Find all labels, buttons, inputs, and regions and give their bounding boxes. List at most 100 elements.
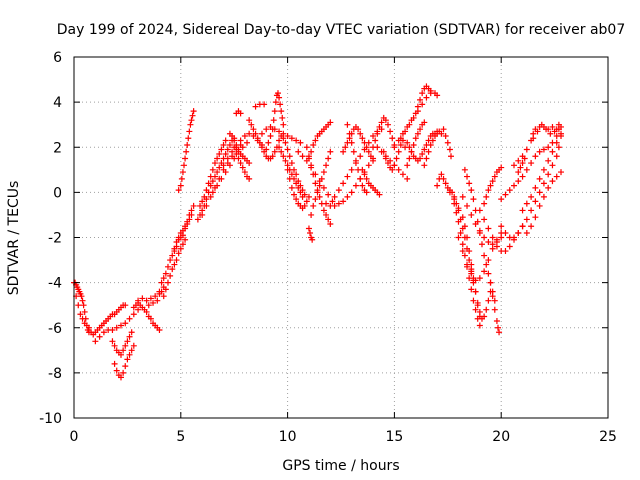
data-point [536,175,543,182]
data-point [365,162,372,169]
data-point [312,171,319,178]
data-point [128,329,135,336]
data-point [553,139,560,146]
data-point [308,164,315,171]
data-point [558,132,565,139]
data-point [305,193,312,200]
data-point [109,338,116,345]
data-point [545,144,552,151]
data-point [466,257,473,264]
data-point [147,315,154,322]
data-point [130,342,137,349]
data-point [423,94,430,101]
data-point [246,130,253,137]
data-point [515,229,522,236]
data-point [365,148,372,155]
data-point [271,126,278,133]
data-point [523,200,530,207]
data-point [156,288,163,295]
data-point [218,175,225,182]
data-point [384,160,391,167]
data-point [209,166,216,173]
data-point [261,101,268,108]
data-point [461,252,468,259]
data-point [361,171,368,178]
data-point [288,160,295,167]
data-point [120,347,127,354]
y-tick-label: -8 [48,366,62,382]
data-point [434,182,441,189]
data-point [303,144,310,151]
data-point [111,342,118,349]
data-point [158,279,165,286]
data-point [293,171,300,178]
data-point [312,180,319,187]
data-point [515,178,522,185]
data-point [325,191,332,198]
data-point [468,187,475,194]
data-point [391,144,398,151]
data-point [404,139,411,146]
data-point [410,141,417,148]
data-point [182,236,189,243]
data-point [532,153,539,160]
data-point [79,315,86,322]
data-point [178,175,185,182]
data-point [248,121,255,128]
data-point [419,90,426,97]
data-point [318,175,325,182]
data-point [348,166,355,173]
data-point [128,347,135,354]
data-point [357,153,364,160]
data-point [226,162,233,169]
data-point [502,229,509,236]
data-point [342,144,349,151]
data-point [485,270,492,277]
data-point [267,123,274,130]
data-point [122,302,129,309]
data-point [506,187,513,194]
data-point [277,101,284,108]
data-point [154,297,161,304]
data-point [229,148,236,155]
data-point [498,223,505,230]
data-point [96,333,103,340]
data-point [250,126,257,133]
data-point [167,272,174,279]
data-point [145,302,152,309]
data-point [359,166,366,173]
data-point [406,121,413,128]
data-point [222,151,229,158]
data-point [199,198,206,205]
data-point [199,211,206,218]
data-point [481,313,488,320]
data-point [540,193,547,200]
data-point [446,146,453,153]
data-point [549,123,556,130]
data-point [489,293,496,300]
data-point [414,108,421,115]
data-point [188,117,195,124]
data-point [320,184,327,191]
data-point [476,322,483,329]
data-point [179,169,186,176]
data-point [417,126,424,133]
data-point [540,166,547,173]
data-point [357,175,364,182]
data-point [481,252,488,259]
data-point [344,193,351,200]
y-tick-label: -2 [48,231,62,247]
data-point [502,248,509,255]
data-point [359,182,366,189]
data-point [282,157,289,164]
data-point [135,306,142,313]
data-point [543,126,550,133]
data-point [489,234,496,241]
data-point [457,229,464,236]
data-point [117,322,124,329]
data-point [122,320,129,327]
data-point [549,178,556,185]
data-point [519,223,526,230]
data-point [190,108,197,115]
